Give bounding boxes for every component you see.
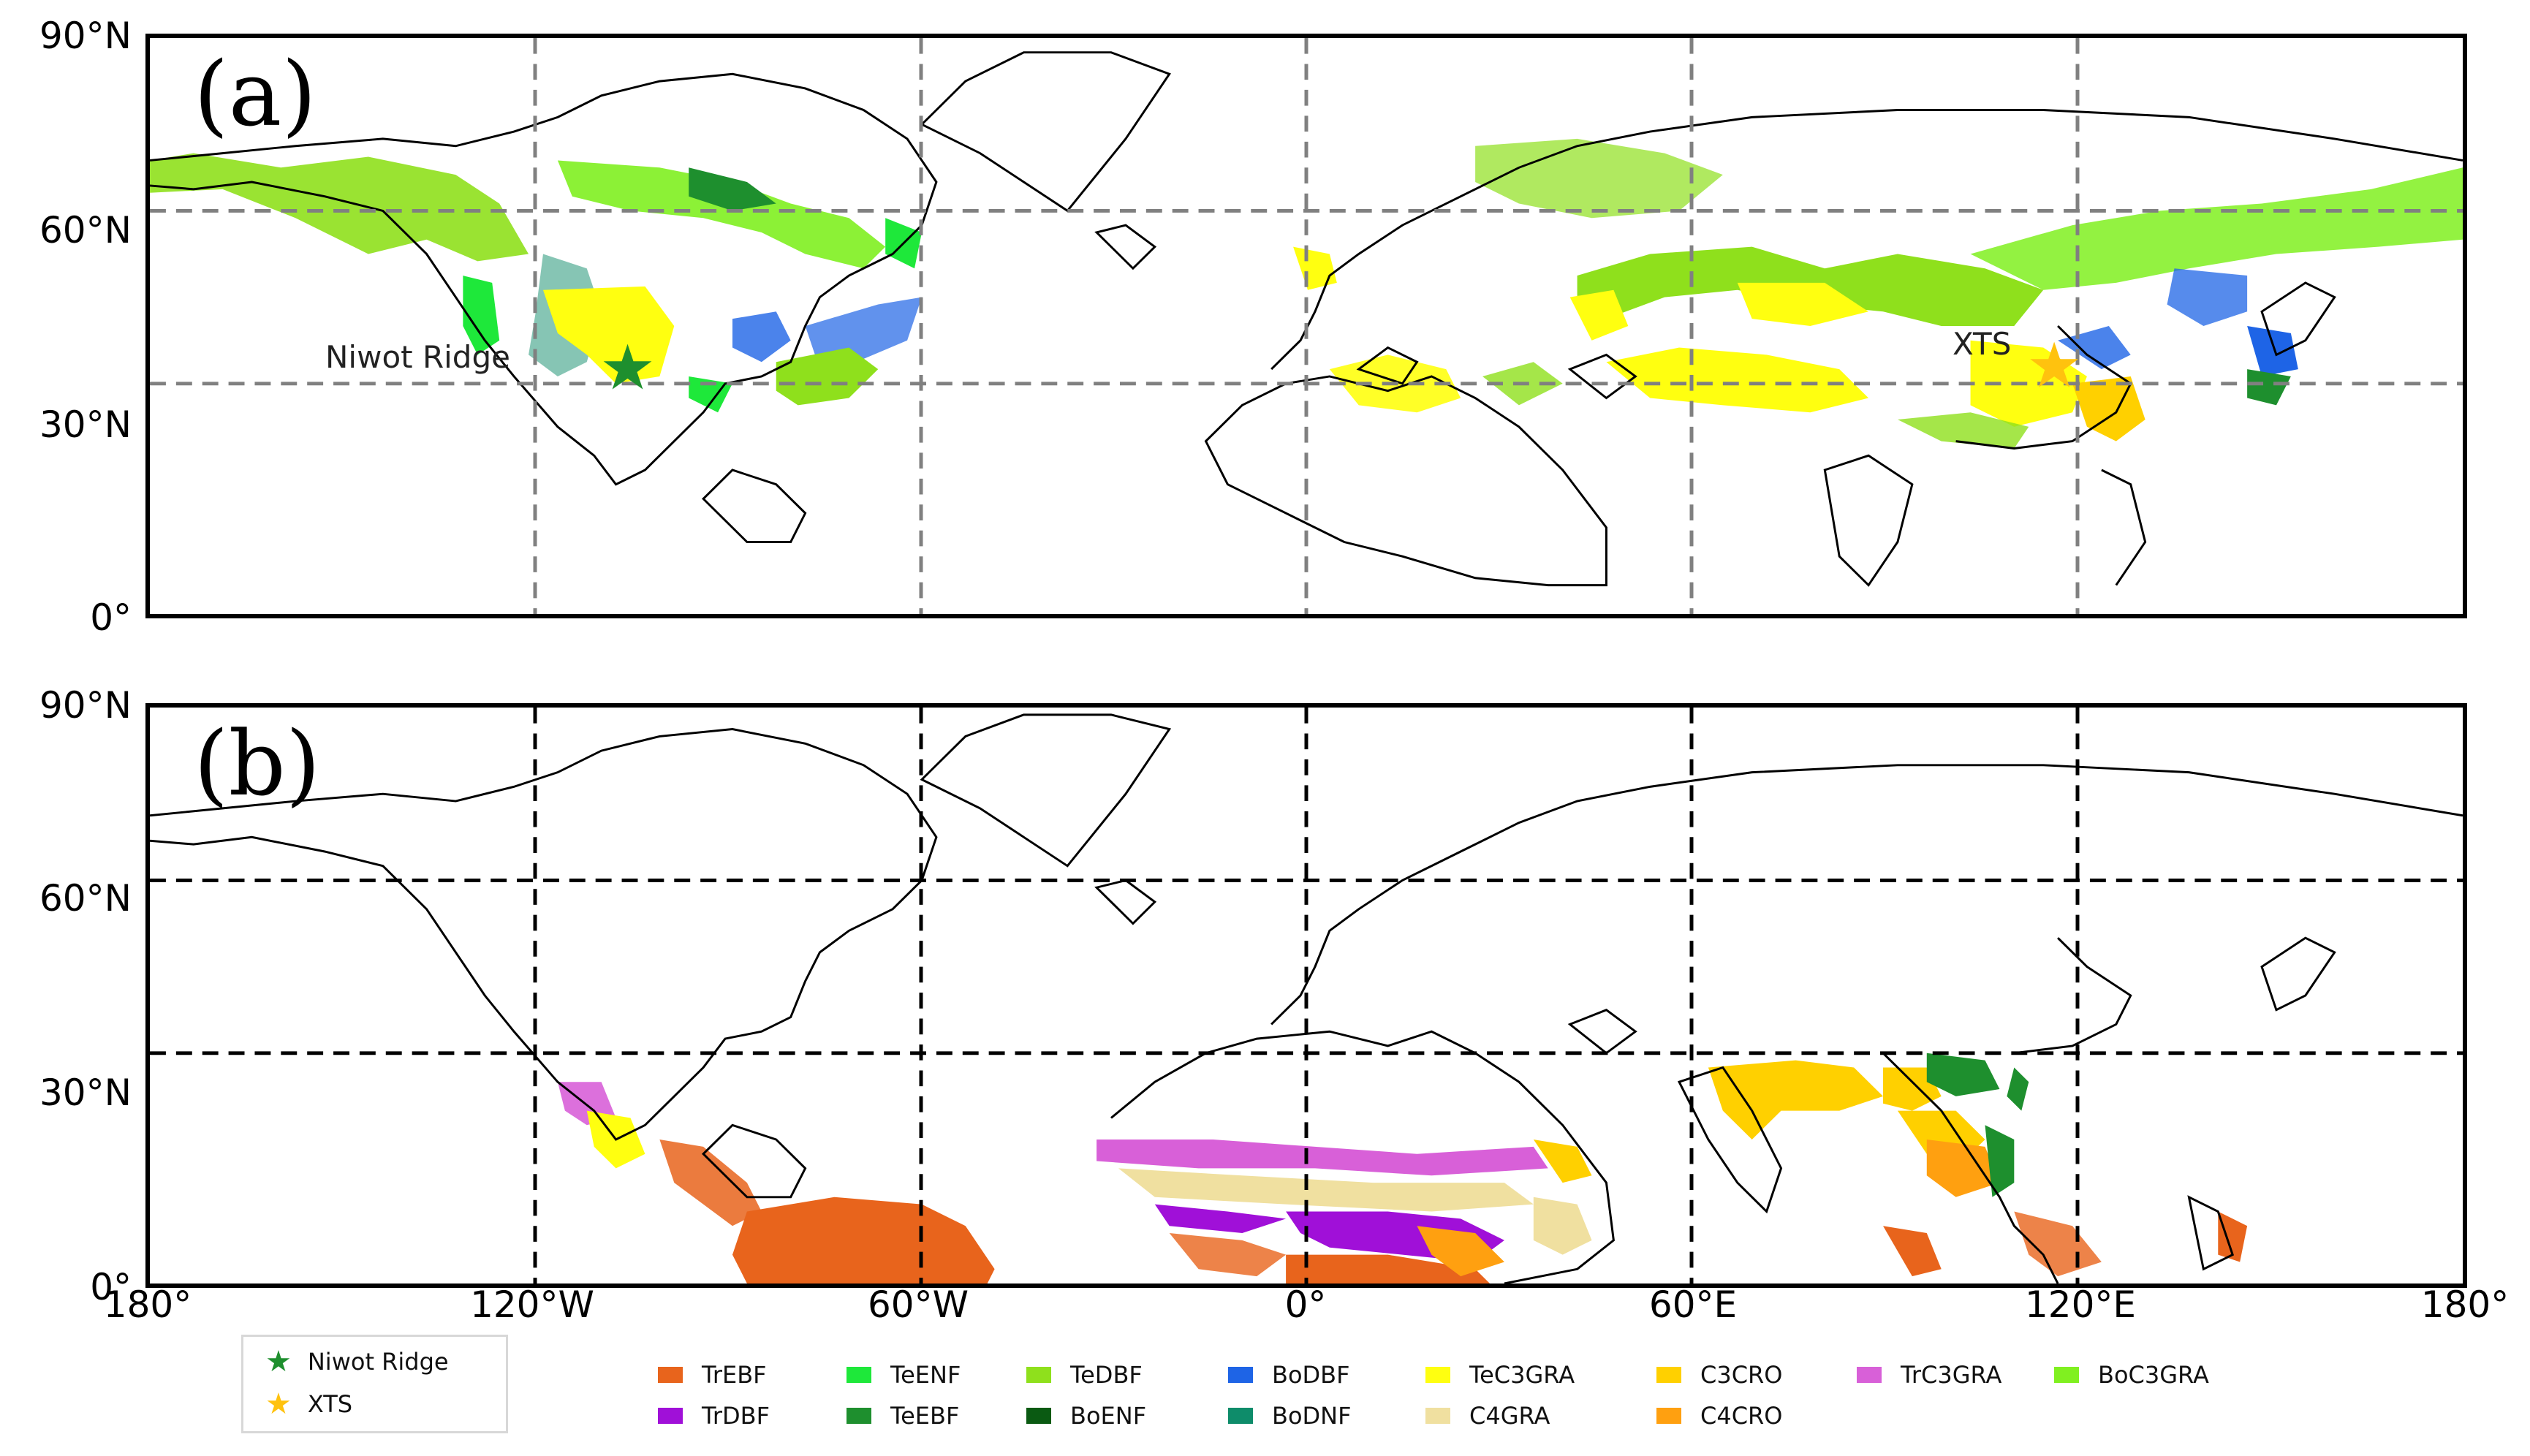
legend-item-c3cro: C3CRO	[1656, 1361, 1782, 1389]
legend-item-niwot-ridge: ★ Niwot Ridge	[265, 1347, 449, 1376]
color-swatch-icon	[1425, 1408, 1450, 1424]
color-swatch-icon	[1026, 1367, 1051, 1383]
lat-tick-a-0: 0°	[90, 596, 132, 639]
map-panel-b: (b)	[145, 703, 2467, 1288]
pft-patches-b	[557, 1053, 2248, 1284]
panel-label-a: (a)	[194, 42, 317, 146]
legend-label: BoDNF	[1272, 1402, 1352, 1430]
legend-label: BoC3GRA	[2098, 1361, 2209, 1389]
legend-label: TrDBF	[702, 1402, 770, 1430]
legend-item-c4gra: C4GRA	[1425, 1402, 1550, 1430]
legend-label: TeEBF	[890, 1402, 960, 1430]
lon-tick-0: 0°	[1284, 1284, 1327, 1326]
gridlines-b	[150, 708, 2463, 1284]
panel-label-b: (b)	[194, 712, 321, 816]
site-label-niwot-ridge: Niwot Ridge	[325, 339, 510, 375]
gridlines-a	[150, 38, 2463, 614]
legend-label: TrC3GRA	[1901, 1361, 2002, 1389]
legend-item-tec3gra: TeC3GRA	[1425, 1361, 1575, 1389]
color-swatch-icon	[1026, 1408, 1051, 1424]
color-swatch-icon	[847, 1367, 871, 1383]
legend-item-trc3gra: TrC3GRA	[1857, 1361, 2001, 1389]
color-swatch-icon	[1425, 1367, 1450, 1383]
legend-item-c4cro: C4CRO	[1656, 1402, 1782, 1430]
legend-label: TeC3GRA	[1469, 1361, 1575, 1389]
legend-item-teebf: TeEBF	[847, 1402, 959, 1430]
map-b-canvas	[150, 708, 2463, 1284]
legend-label: C3CRO	[1700, 1361, 1783, 1389]
color-swatch-icon	[1656, 1408, 1681, 1424]
lat-tick-b-90: 90°N	[39, 684, 132, 727]
pft-patches-a	[150, 138, 2463, 449]
lon-tick-180e: 180°	[2420, 1284, 2510, 1326]
lat-tick-a-60: 60°N	[39, 209, 132, 251]
legend-label: BoENF	[1070, 1402, 1147, 1430]
site-markers	[603, 341, 2078, 390]
legend-item-trdbf: TrDBF	[658, 1402, 770, 1430]
color-swatch-icon	[1228, 1408, 1253, 1424]
legend-item-teenf: TeENF	[847, 1361, 961, 1389]
site-label-xts: XTS	[1953, 326, 2012, 362]
legend-item-boc3gra: BoC3GRA	[2054, 1361, 2209, 1389]
legend-label: TrEBF	[702, 1361, 767, 1389]
coastlines-b	[150, 713, 2463, 1284]
lon-tick-60e: 60°E	[1648, 1284, 1738, 1326]
green-star-icon: ★	[265, 1345, 292, 1379]
color-swatch-icon	[1656, 1367, 1681, 1383]
map-panel-a: (a) Niwot Ridge XTS	[145, 34, 2467, 618]
legend-item-bodbf: BoDBF	[1228, 1361, 1350, 1389]
color-swatch-icon	[2054, 1367, 2079, 1383]
color-swatch-icon	[1857, 1367, 1882, 1383]
legend-item-boenf: BoENF	[1026, 1402, 1146, 1430]
lat-tick-a-30: 30°N	[39, 403, 132, 446]
yellow-star-icon: ★	[265, 1387, 292, 1421]
legend-item-bodnf: BoDNF	[1228, 1402, 1352, 1430]
legend-item-tedbf: TeDBF	[1026, 1361, 1143, 1389]
legend-label: BoDBF	[1272, 1361, 1350, 1389]
site-legend: ★ Niwot Ridge ★ XTS	[241, 1335, 508, 1433]
lon-tick-120e: 120°E	[2024, 1284, 2137, 1326]
lon-tick-180w: 180°	[103, 1284, 192, 1326]
lon-tick-120w: 120°W	[470, 1284, 594, 1326]
lat-tick-b-0: 0°	[90, 1266, 132, 1308]
lat-tick-b-60: 60°N	[39, 877, 132, 920]
coastlines-a	[150, 51, 2463, 587]
lon-tick-60w: 60°W	[867, 1284, 969, 1326]
map-a-canvas	[150, 38, 2463, 614]
color-swatch-icon	[658, 1367, 683, 1383]
site-marker-xts	[2030, 341, 2078, 387]
legend-label: C4GRA	[1469, 1402, 1550, 1430]
legend-label: XTS	[307, 1390, 353, 1418]
legend-item-trebf: TrEBF	[658, 1361, 767, 1389]
color-swatch-icon	[658, 1408, 683, 1424]
color-swatch-icon	[1228, 1367, 1253, 1383]
legend-item-xts: ★ XTS	[265, 1389, 352, 1419]
legend-label: C4CRO	[1700, 1402, 1783, 1430]
legend-label: TeENF	[890, 1361, 961, 1389]
site-marker-niwot-ridge	[603, 344, 652, 390]
legend-label: TeDBF	[1070, 1361, 1143, 1389]
legend-label: Niwot Ridge	[307, 1348, 449, 1376]
lat-tick-b-30: 30°N	[39, 1072, 132, 1114]
lat-tick-a-90: 90°N	[39, 15, 132, 57]
color-swatch-icon	[847, 1408, 871, 1424]
